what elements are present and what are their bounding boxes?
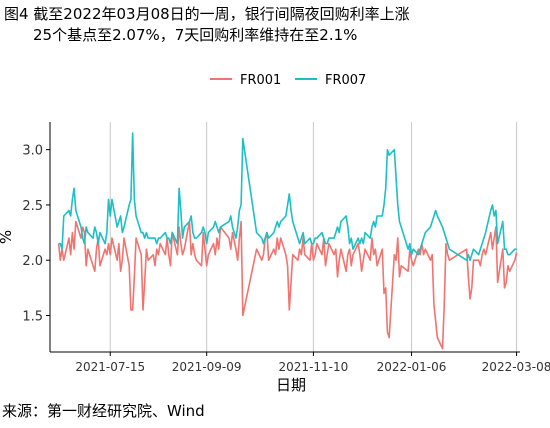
y-tick-label: 2.0: [22, 254, 43, 269]
source-note: 来源：第一财经研究院、Wind: [2, 402, 205, 420]
series-lines: [57, 132, 518, 350]
y-axis-label: %: [0, 230, 15, 244]
x-tick-label: 2021-07-15: [75, 360, 145, 374]
legend-label-fr007: FR007: [325, 73, 366, 88]
chart-title: 图4 截至2022年03月08日的一周，银行间隔夜回购利率上涨 25个基点至2.…: [4, 4, 544, 46]
legend-item-fr001: FR001: [210, 73, 281, 88]
x-tick-label: 2022-03-08: [482, 360, 550, 374]
axes: 1.5 2.0 2.5 3.0 2021-07-15 2021-09-09 2021-11-…: [22, 122, 550, 374]
chart-legend: FR001 FR007: [210, 73, 366, 88]
series-line-fr007: [58, 132, 517, 262]
legend-item-fr007: FR007: [295, 73, 366, 88]
y-tick-label: 1.5: [22, 310, 43, 325]
y-tick-label: 2.5: [22, 199, 43, 214]
y-tick-label: 3.0: [22, 144, 43, 159]
chart-title-line2: 25个基点至2.07%，7天回购利率维持在至2.1%: [33, 26, 358, 44]
series-line-fr001: [57, 220, 518, 350]
legend-label-fr001: FR001: [240, 73, 281, 88]
x-tick-label: 2022-01-06: [377, 360, 447, 374]
x-axis-label: 日期: [276, 376, 306, 394]
x-tick-label: 2021-09-09: [172, 360, 242, 374]
chart-title-line1: 图4 截至2022年03月08日的一周，银行间隔夜回购利率上涨: [4, 5, 410, 23]
x-tick-label: 2021-11-10: [279, 360, 349, 374]
grid-lines: [109, 122, 518, 352]
